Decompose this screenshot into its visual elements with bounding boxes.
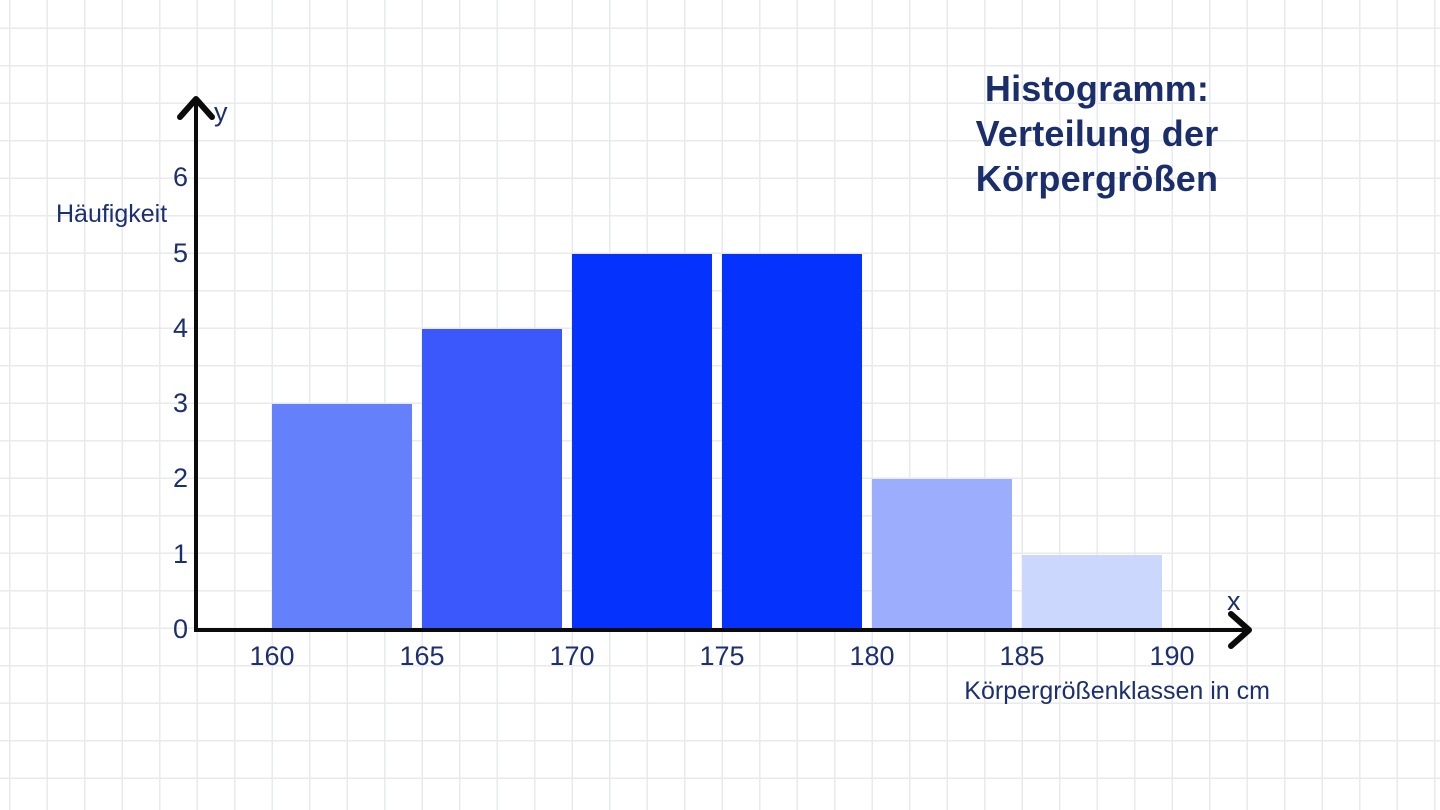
y-tick-label-1: 1 xyxy=(172,538,188,569)
y-tick-label-0: 0 xyxy=(172,614,188,644)
x-axis-arrow-icon xyxy=(1228,611,1252,649)
chart-title-line-2: Verteilung der xyxy=(975,113,1219,154)
histogram-bar-175-180 xyxy=(722,253,862,628)
y-tick-label-5: 5 xyxy=(172,237,188,268)
x-tick-label-160: 160 xyxy=(249,641,295,671)
x-tick-label-175: 175 xyxy=(699,641,745,671)
y-tick-label-6: 6 xyxy=(172,162,188,193)
chart-title: Histogramm: Verteilung der Körpergrößen xyxy=(927,66,1267,201)
histogram-bar-185-190 xyxy=(1022,554,1162,628)
y-axis-arrow-icon xyxy=(177,96,215,120)
y-tick-label-3: 3 xyxy=(172,388,188,419)
histogram-bar-180-185 xyxy=(872,479,1012,628)
x-tick-label-185: 185 xyxy=(999,641,1045,671)
x-tick-label-190: 190 xyxy=(1149,641,1195,671)
histogram-bar-170-175 xyxy=(572,253,712,628)
x-tick-label-180: 180 xyxy=(849,641,895,671)
chart-title-line-3: Körpergrößen xyxy=(975,158,1219,199)
histogram-bar-160-165 xyxy=(272,404,412,628)
x-axis-title: Körpergrößenklassen in cm xyxy=(964,677,1270,705)
x-axis-symbol: x xyxy=(1227,586,1241,616)
chart-title-line-1: Histogramm: xyxy=(984,68,1210,109)
x-tick-label-170: 170 xyxy=(549,641,595,671)
histogram-bar-165-170 xyxy=(422,328,562,628)
y-tick-label-4: 4 xyxy=(172,312,188,343)
y-axis-title: Häufigkeit xyxy=(56,200,168,228)
x-tick-label-165: 165 xyxy=(399,641,445,671)
y-tick-label-2: 2 xyxy=(172,463,188,494)
y-axis-symbol: y xyxy=(214,97,228,127)
